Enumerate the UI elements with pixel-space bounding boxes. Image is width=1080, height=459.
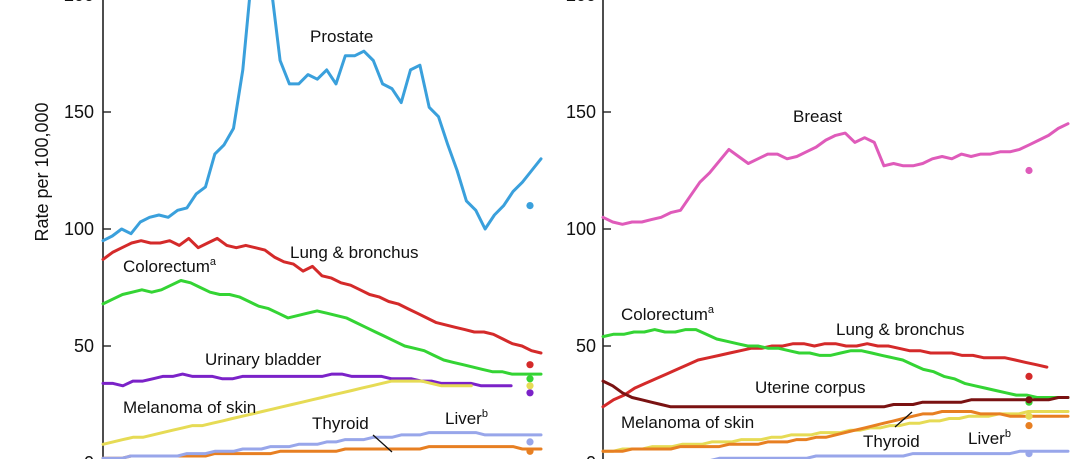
left-panel: 200 150 100 50 0 Prostate L — [64, 0, 543, 459]
label-right-lung-bronchus: Lung & bronchus — [836, 320, 965, 339]
right-line-breast — [601, 122, 1070, 226]
label-melanoma: Melanoma of skin — [123, 398, 256, 417]
label-colorectum-sup: a — [210, 256, 217, 268]
label-right-melanoma: Melanoma of skin — [621, 413, 754, 432]
right-line-liver — [710, 449, 1070, 459]
right-point-melanoma — [1025, 412, 1033, 420]
left-tick-label-150: 150 — [64, 102, 94, 122]
left-tick-label-200: 200 — [64, 0, 94, 5]
left-line-prostate — [101, 0, 543, 243]
label-right-colorectum-text: Colorectum — [621, 305, 708, 324]
left-line-lung-bronchus — [101, 236, 543, 355]
left-point-colorectum — [526, 375, 534, 383]
label-right-thyroid: Thyroid — [863, 432, 920, 451]
right-line-uterine-corpus — [601, 379, 1070, 409]
right-point-lung-bronchus — [1025, 372, 1033, 380]
right-point-breast — [1025, 166, 1033, 175]
right-tick-label-0: 0 — [586, 453, 596, 459]
left-point-urinary-bladder — [526, 389, 534, 397]
left-point-lung-bronchus — [526, 361, 534, 369]
right-line-lung-bronchus — [601, 342, 1049, 409]
label-thyroid: Thyroid — [312, 414, 369, 433]
right-thyroid-leader-line — [894, 411, 913, 428]
label-colorectum: Colorectuma — [123, 256, 217, 276]
right-series-labels: Breast Colorectuma Lung & bronchus Uteri… — [621, 107, 1011, 451]
right-point-thyroid — [1025, 422, 1033, 430]
label-urinary-bladder: Urinary bladder — [205, 350, 322, 369]
left-point-melanoma — [526, 382, 534, 390]
label-right-liver: Liverb — [968, 428, 1011, 448]
label-prostate: Prostate — [310, 27, 373, 46]
right-tick-label-200: 200 — [566, 0, 596, 5]
left-point-liver — [526, 438, 534, 446]
label-breast: Breast — [793, 107, 842, 126]
left-y-ticks: 200 150 100 50 0 — [64, 0, 111, 459]
thyroid-leader-line — [372, 434, 393, 453]
left-tick-label-0: 0 — [84, 453, 94, 459]
left-projected-points — [526, 202, 534, 455]
right-tick-label-100: 100 — [566, 219, 596, 239]
left-point-thyroid — [526, 447, 534, 455]
left-tick-label-50: 50 — [74, 336, 94, 356]
label-liver-text: Liver — [445, 409, 482, 428]
label-right-liver-sup: b — [1005, 428, 1011, 440]
right-line-thyroid — [601, 410, 1070, 453]
right-point-uterine-corpus — [1025, 396, 1033, 404]
label-uterine-corpus: Uterine corpus — [755, 378, 866, 397]
left-series-lines — [101, 0, 543, 459]
label-colorectum-text: Colorectum — [123, 257, 210, 276]
right-projected-points — [1025, 166, 1033, 458]
right-line-melanoma — [601, 410, 1070, 453]
right-y-ticks: 200 150 100 50 0 — [566, 0, 611, 459]
left-line-colorectum — [101, 279, 543, 376]
right-tick-label-50: 50 — [576, 336, 596, 356]
label-liver: Liverb — [445, 408, 488, 428]
label-right-colorectum-sup: a — [708, 304, 715, 316]
left-point-prostate — [526, 202, 534, 210]
left-line-melanoma — [101, 379, 473, 446]
right-point-liver — [1025, 450, 1033, 458]
right-line-colorectum — [601, 328, 1070, 399]
y-axis-label: Rate per 100,000 — [32, 102, 52, 241]
label-right-liver-text: Liver — [968, 429, 1005, 448]
left-line-liver — [101, 431, 543, 459]
right-series-lines — [601, 122, 1070, 459]
left-series-labels: Prostate Lung & bronchus Colorectuma Uri… — [123, 27, 488, 433]
left-line-urinary-bladder — [101, 372, 513, 388]
label-liver-sup: b — [482, 408, 488, 420]
right-tick-label-150: 150 — [566, 102, 596, 122]
left-tick-label-100: 100 — [64, 219, 94, 239]
label-right-colorectum: Colorectuma — [621, 304, 715, 324]
right-panel: 200 150 100 50 0 Breast Col — [566, 0, 1070, 459]
label-lung-bronchus: Lung & bronchus — [290, 243, 419, 262]
